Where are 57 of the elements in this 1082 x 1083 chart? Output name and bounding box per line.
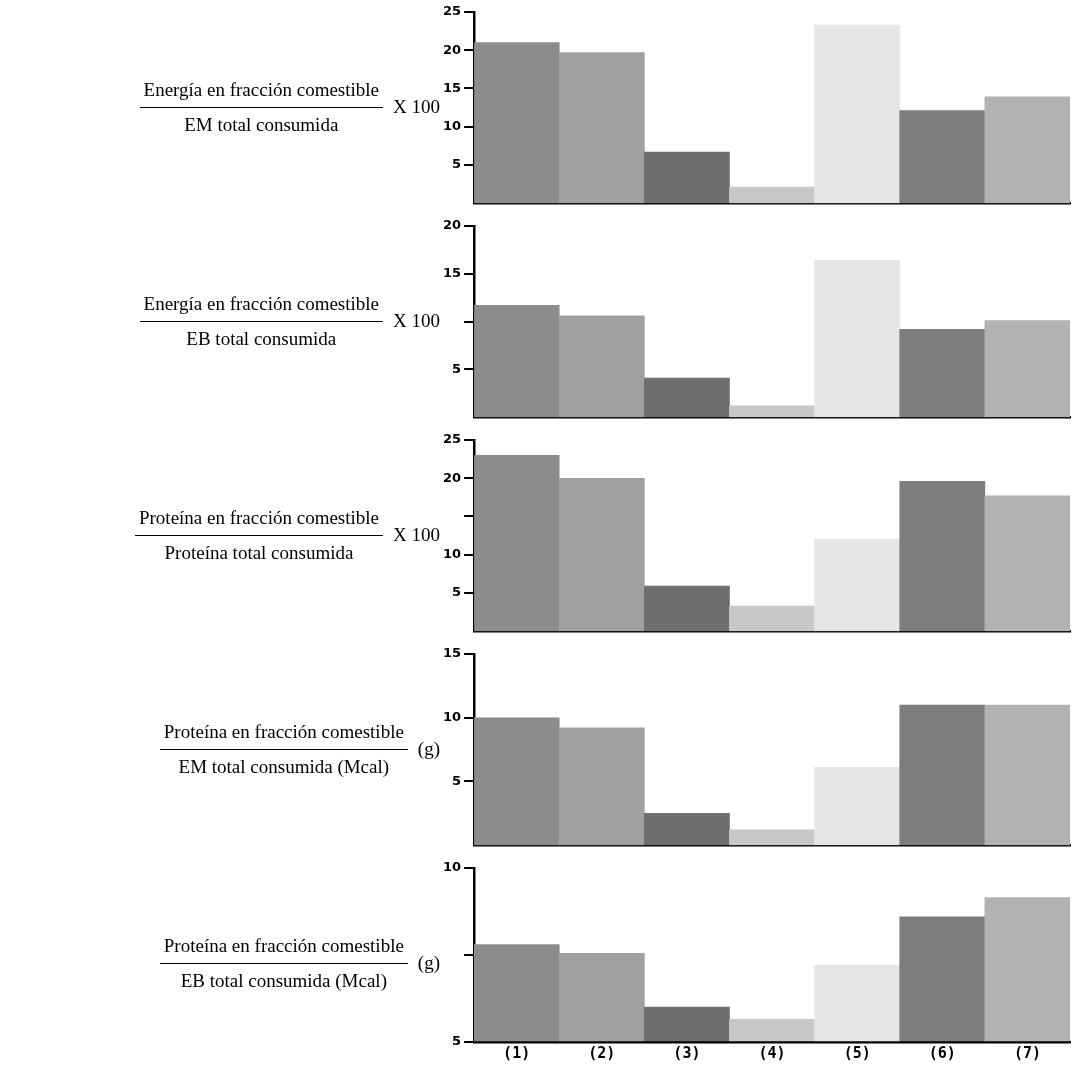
text: Proteína en fracción comestible EB total consumida (Mcal) (g) (163, 934, 440, 991)
x-tick-label: (1) (503, 1043, 531, 1062)
y-tick-label: 5 (452, 360, 462, 376)
x-tick-label: (3) (673, 1043, 701, 1062)
y-tick-label: 10 (443, 118, 462, 134)
bar (729, 829, 815, 846)
bar (899, 480, 986, 632)
y-tick-label: 5 (452, 584, 462, 600)
bar (899, 704, 986, 846)
bar (814, 767, 901, 846)
x-tick-label: (5) (843, 1043, 871, 1062)
bar (474, 305, 560, 418)
y-tick-label: 15 (443, 645, 462, 661)
bar (558, 727, 645, 846)
bar (814, 24, 901, 204)
bar (474, 717, 560, 846)
bar (814, 539, 901, 632)
x-tick-label: (2) (588, 1043, 616, 1062)
text: Energía en fracción comestible EB total consumida X 100 (143, 292, 440, 349)
bar (644, 151, 730, 204)
y-tick-label: 5 (452, 156, 462, 172)
bar (558, 477, 645, 632)
bar (899, 110, 986, 204)
y-tick-label: 15 (443, 265, 462, 281)
y-tick-label: 20 (443, 469, 462, 485)
bar (984, 96, 1070, 204)
bar (474, 454, 560, 632)
bar (899, 328, 986, 418)
y-tick-label: 15 (443, 79, 462, 95)
y-tick-label: 25 (443, 431, 462, 447)
y-tick-label: 20 (443, 217, 462, 233)
text: Energía en fracción comestible EM total consumida X 100 (143, 78, 440, 135)
bar (729, 405, 815, 418)
x-tick-label: (4) (758, 1043, 786, 1062)
bar (644, 377, 730, 418)
y-tick-label: 10 (443, 546, 462, 562)
bar (814, 260, 901, 418)
y-tick-label: 5 (452, 772, 462, 788)
bar (984, 320, 1070, 418)
bar (474, 42, 560, 204)
text: Proteína en fracción comestible Proteína total consumida X 100 (138, 506, 440, 563)
y-tick-label: 20 (443, 41, 462, 57)
bar (644, 813, 730, 846)
bar (984, 704, 1070, 846)
text: Proteína en fracción comestible EM total consumida (Mcal) (g) (163, 720, 440, 777)
x-tick-label: (7) (1013, 1043, 1041, 1062)
bar (558, 315, 645, 418)
bar (729, 186, 815, 204)
y-tick-label: 10 (443, 709, 462, 725)
y-tick-label: 25 (443, 3, 462, 19)
y-tick-label: 10 (443, 859, 462, 875)
bar (558, 52, 645, 204)
bar (729, 605, 815, 632)
y-tick-label: 5 (452, 1033, 462, 1049)
x-tick-label: (6) (928, 1043, 956, 1062)
bar (984, 495, 1070, 632)
bar (644, 585, 730, 632)
